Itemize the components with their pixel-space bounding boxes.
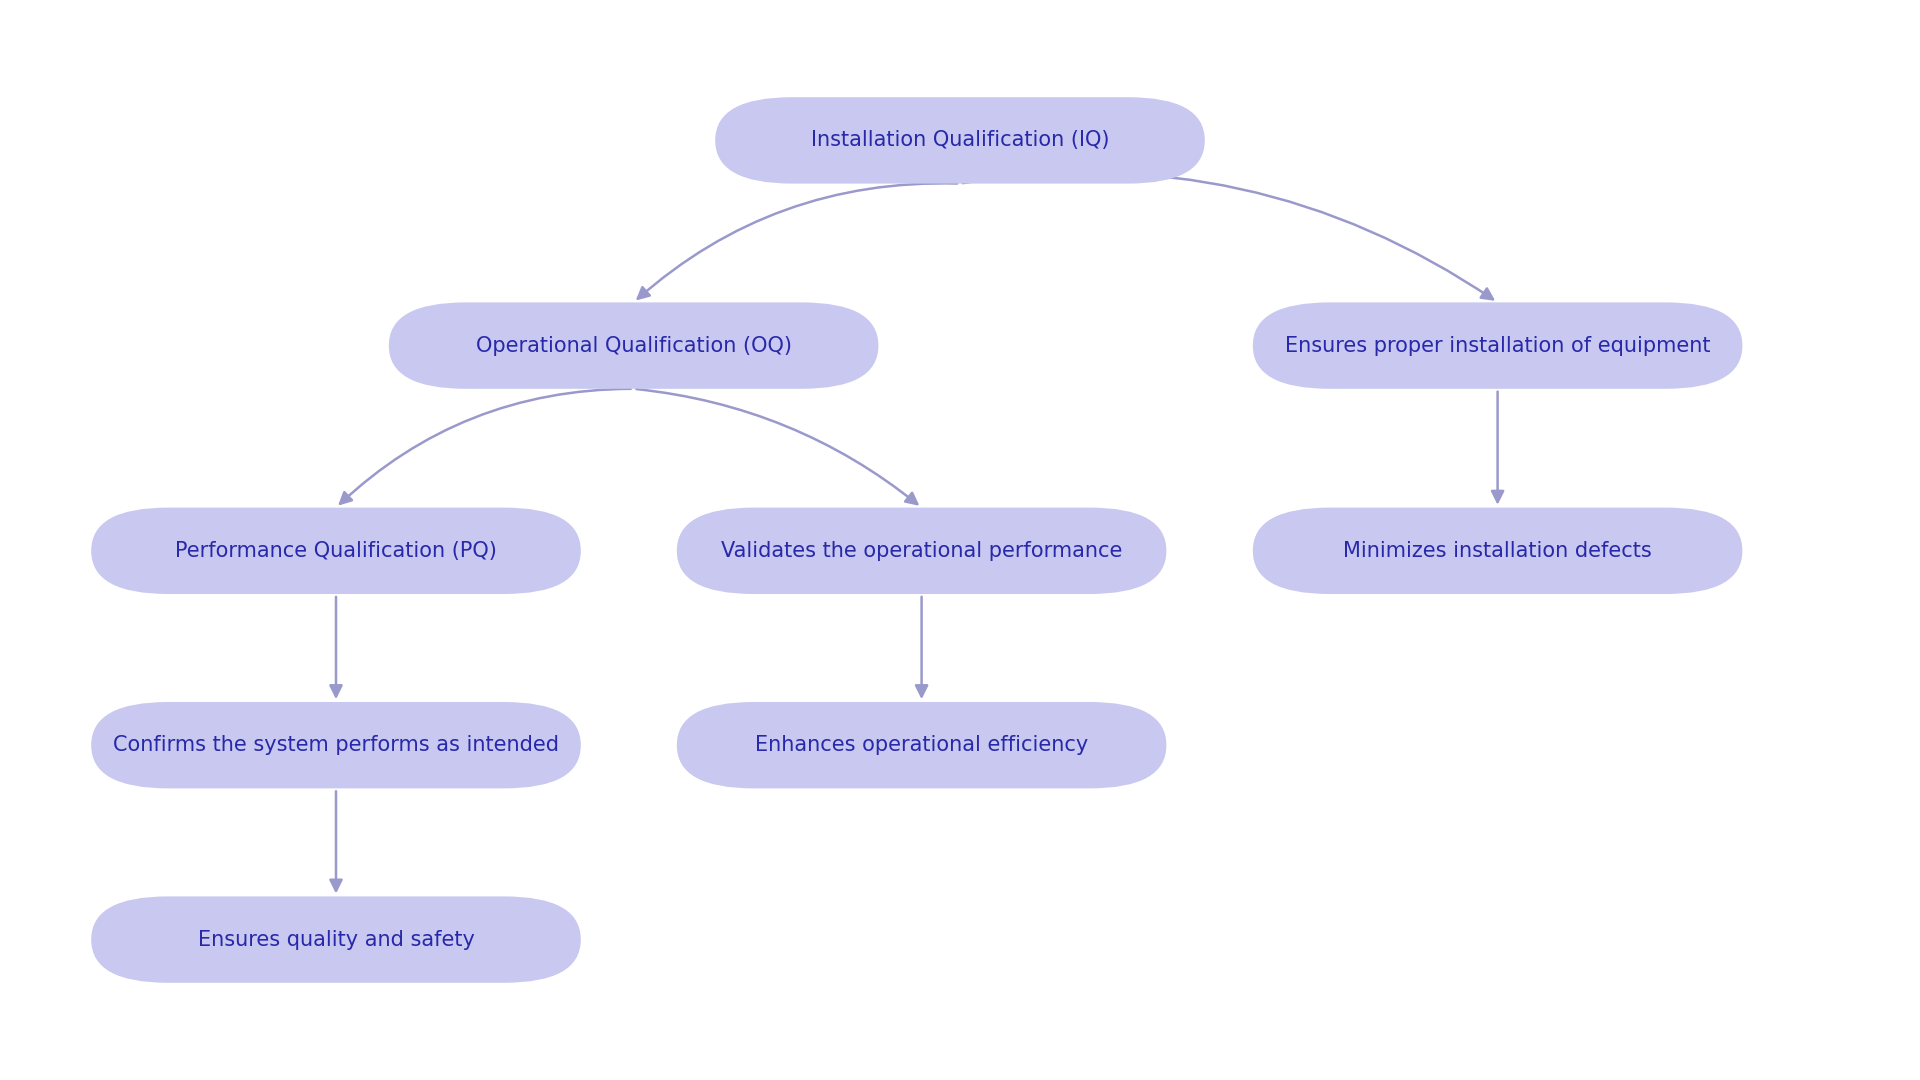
- Text: Ensures proper installation of equipment: Ensures proper installation of equipment: [1284, 336, 1711, 355]
- FancyBboxPatch shape: [90, 896, 580, 983]
- Text: Ensures quality and safety: Ensures quality and safety: [198, 930, 474, 949]
- Text: Installation Qualification (IQ): Installation Qualification (IQ): [810, 131, 1110, 150]
- FancyBboxPatch shape: [90, 702, 580, 788]
- FancyBboxPatch shape: [676, 508, 1165, 594]
- FancyBboxPatch shape: [90, 508, 580, 594]
- Text: Enhances operational efficiency: Enhances operational efficiency: [755, 735, 1089, 755]
- FancyBboxPatch shape: [1254, 508, 1743, 594]
- Text: Operational Qualification (OQ): Operational Qualification (OQ): [476, 336, 791, 355]
- Text: Performance Qualification (PQ): Performance Qualification (PQ): [175, 541, 497, 561]
- Text: Validates the operational performance: Validates the operational performance: [720, 541, 1123, 561]
- FancyBboxPatch shape: [676, 702, 1165, 788]
- Text: Confirms the system performs as intended: Confirms the system performs as intended: [113, 735, 559, 755]
- FancyBboxPatch shape: [1254, 302, 1743, 389]
- FancyBboxPatch shape: [714, 97, 1206, 184]
- Text: Minimizes installation defects: Minimizes installation defects: [1344, 541, 1651, 561]
- FancyBboxPatch shape: [388, 302, 879, 389]
